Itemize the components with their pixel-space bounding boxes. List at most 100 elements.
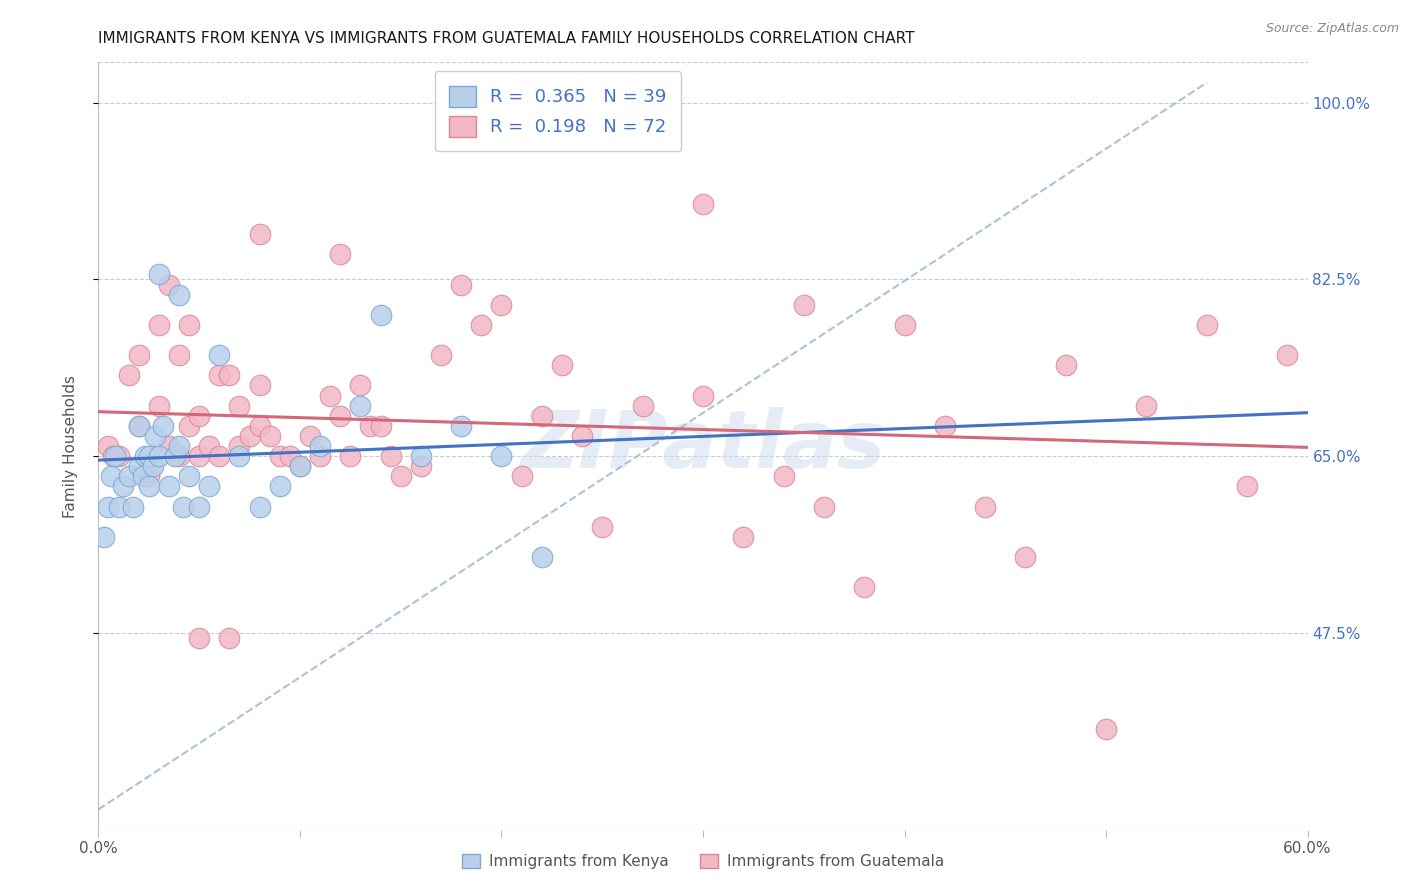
Point bbox=[208, 449, 231, 463]
Point bbox=[100, 469, 122, 483]
Point bbox=[228, 439, 250, 453]
Point bbox=[370, 418, 392, 433]
Point bbox=[450, 418, 472, 433]
Point bbox=[97, 439, 120, 453]
Point bbox=[793, 298, 815, 312]
Point bbox=[157, 439, 180, 453]
Point bbox=[299, 429, 322, 443]
Legend: Immigrants from Kenya, Immigrants from Guatemala: Immigrants from Kenya, Immigrants from G… bbox=[456, 848, 950, 875]
Point bbox=[259, 429, 281, 443]
Point bbox=[409, 459, 432, 474]
Point bbox=[128, 418, 150, 433]
Point bbox=[530, 409, 553, 423]
Point bbox=[370, 308, 392, 322]
Point bbox=[551, 358, 574, 372]
Point bbox=[148, 268, 170, 282]
Legend: R =  0.365   N = 39, R =  0.198   N = 72: R = 0.365 N = 39, R = 0.198 N = 72 bbox=[434, 71, 682, 151]
Point bbox=[138, 469, 160, 483]
Point bbox=[409, 449, 432, 463]
Point bbox=[430, 348, 453, 362]
Point bbox=[167, 439, 190, 453]
Point bbox=[571, 429, 593, 443]
Point bbox=[93, 530, 115, 544]
Point bbox=[309, 449, 332, 463]
Point bbox=[148, 318, 170, 332]
Point bbox=[249, 227, 271, 241]
Point bbox=[450, 277, 472, 292]
Point bbox=[1236, 479, 1258, 493]
Point bbox=[101, 449, 124, 463]
Point bbox=[118, 368, 141, 383]
Point bbox=[152, 418, 174, 433]
Point bbox=[228, 399, 250, 413]
Point bbox=[179, 318, 201, 332]
Point bbox=[188, 500, 211, 514]
Point bbox=[470, 318, 492, 332]
Point bbox=[228, 449, 250, 463]
Point bbox=[288, 459, 311, 474]
Point bbox=[288, 459, 311, 474]
Point bbox=[772, 469, 794, 483]
Point bbox=[1014, 549, 1036, 564]
Point bbox=[111, 479, 134, 493]
Point bbox=[188, 449, 211, 463]
Point bbox=[249, 500, 271, 514]
Point bbox=[107, 449, 129, 463]
Point bbox=[218, 368, 240, 383]
Point bbox=[269, 449, 291, 463]
Point bbox=[179, 469, 201, 483]
Point bbox=[1195, 318, 1218, 332]
Point bbox=[208, 368, 231, 383]
Point bbox=[1135, 399, 1157, 413]
Point bbox=[631, 399, 654, 413]
Point bbox=[1095, 722, 1118, 736]
Point bbox=[157, 277, 180, 292]
Point bbox=[107, 500, 129, 514]
Point bbox=[278, 449, 301, 463]
Point bbox=[692, 196, 714, 211]
Point bbox=[349, 378, 371, 392]
Text: ZIPatlas: ZIPatlas bbox=[520, 407, 886, 485]
Point bbox=[148, 399, 170, 413]
Point bbox=[733, 530, 755, 544]
Point bbox=[163, 449, 186, 463]
Point bbox=[530, 549, 553, 564]
Point bbox=[1054, 358, 1077, 372]
Point bbox=[172, 500, 194, 514]
Point bbox=[239, 429, 262, 443]
Point bbox=[360, 418, 382, 433]
Point bbox=[974, 500, 997, 514]
Point bbox=[491, 449, 513, 463]
Point bbox=[329, 247, 352, 261]
Text: Source: ZipAtlas.com: Source: ZipAtlas.com bbox=[1265, 22, 1399, 36]
Point bbox=[249, 378, 271, 392]
Text: IMMIGRANTS FROM KENYA VS IMMIGRANTS FROM GUATEMALA FAMILY HOUSEHOLDS CORRELATION: IMMIGRANTS FROM KENYA VS IMMIGRANTS FROM… bbox=[98, 31, 915, 46]
Point bbox=[389, 469, 412, 483]
Point bbox=[134, 449, 156, 463]
Point bbox=[167, 449, 190, 463]
Point bbox=[138, 449, 160, 463]
Point bbox=[198, 479, 221, 493]
Point bbox=[510, 469, 533, 483]
Point bbox=[132, 469, 155, 483]
Point bbox=[167, 348, 190, 362]
Point bbox=[97, 500, 120, 514]
Point bbox=[179, 418, 201, 433]
Point bbox=[853, 580, 876, 594]
Point bbox=[893, 318, 915, 332]
Point bbox=[349, 399, 371, 413]
Point bbox=[128, 348, 150, 362]
Point bbox=[491, 298, 513, 312]
Point bbox=[319, 388, 342, 402]
Point bbox=[121, 500, 143, 514]
Point bbox=[309, 439, 332, 453]
Y-axis label: Family Households: Family Households bbox=[63, 375, 77, 517]
Point bbox=[128, 459, 150, 474]
Point bbox=[198, 439, 221, 453]
Point bbox=[1277, 348, 1299, 362]
Point bbox=[138, 479, 160, 493]
Point bbox=[208, 348, 231, 362]
Point bbox=[148, 449, 170, 463]
Point bbox=[269, 479, 291, 493]
Point bbox=[591, 520, 613, 534]
